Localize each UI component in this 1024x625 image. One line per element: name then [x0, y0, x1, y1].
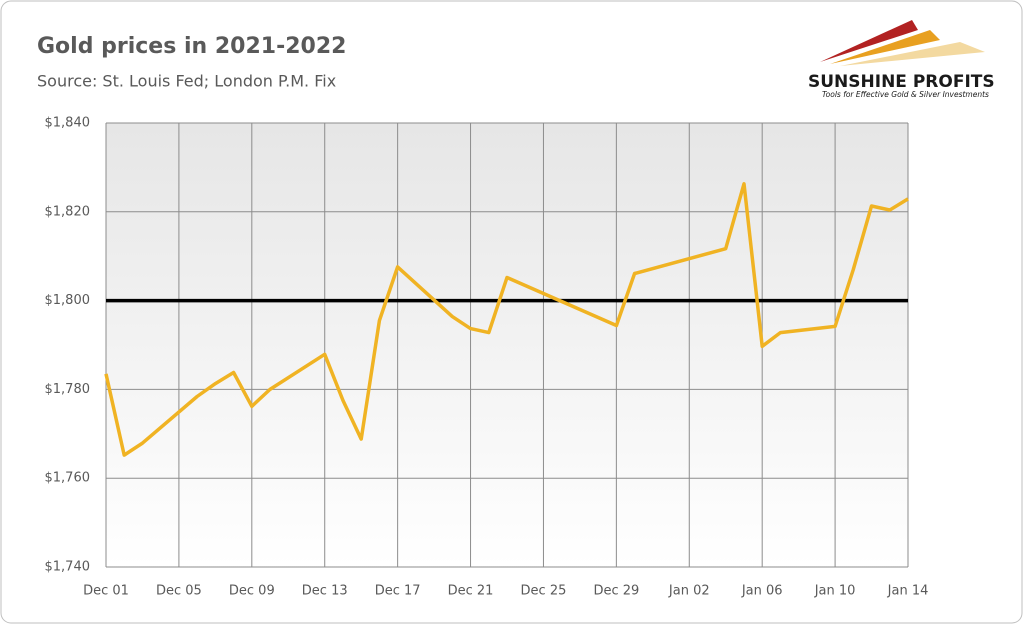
x-tick-label: Dec 29	[593, 584, 639, 599]
x-tick-label: Dec 17	[375, 584, 421, 599]
y-tick-label: $1,820	[45, 204, 91, 219]
plot-area	[106, 123, 908, 567]
logo: SUNSHINE PROFITS Tools for Effective Gol…	[808, 20, 995, 99]
y-tick-label: $1,780	[45, 382, 91, 397]
logo-swoosh	[840, 42, 985, 66]
logo-swoosh	[830, 30, 940, 64]
y-tick-label: $1,760	[45, 471, 91, 486]
x-tick-label: Jan 02	[668, 584, 710, 599]
y-tick-label: $1,840	[45, 116, 91, 131]
x-tick-label: Jan 14	[887, 584, 929, 599]
y-tick-label: $1,800	[45, 293, 91, 308]
x-tick-label: Dec 09	[229, 584, 275, 599]
chart-title: Gold prices in 2021-2022	[37, 34, 346, 59]
x-tick-label: Dec 25	[521, 584, 567, 599]
plot: $1,740 $1,760 $1,780 $1,800 $1,820 $1,840 Dec …	[45, 116, 929, 599]
logo-swoosh	[820, 20, 918, 62]
y-tick-label: $1,740	[45, 560, 91, 575]
logo-tagline: Tools for Effective Gold & Silver Invest…	[822, 90, 989, 99]
x-tick-label: Dec 01	[83, 584, 129, 599]
x-tick-label: Jan 06	[741, 584, 783, 599]
chart-subtitle: Source: St. Louis Fed; London P.M. Fix	[37, 72, 336, 91]
logo-name: SUNSHINE PROFITS	[808, 72, 995, 92]
x-tick-label: Jan 10	[814, 584, 856, 599]
x-tick-label: Dec 21	[448, 584, 494, 599]
data-line	[104, 182, 909, 457]
x-tick-label: Dec 05	[156, 584, 202, 599]
x-tick-label: Dec 13	[302, 584, 348, 599]
